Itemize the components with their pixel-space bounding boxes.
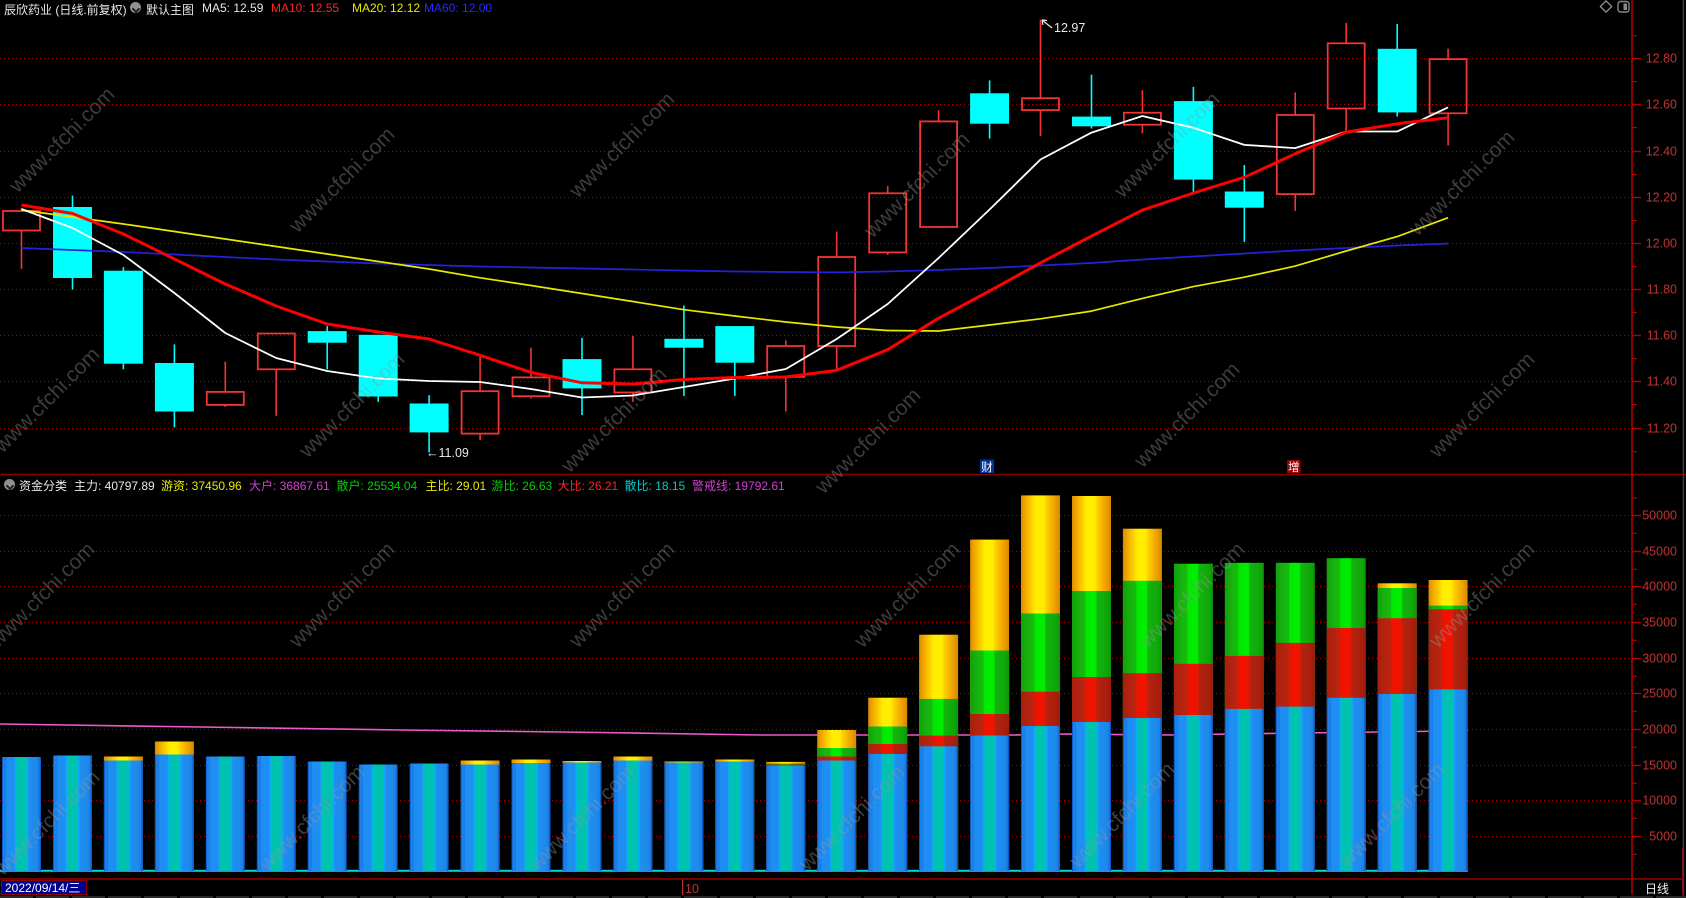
- svg-text:11.40: 11.40: [1647, 375, 1677, 389]
- svg-text:12.40: 12.40: [1646, 145, 1677, 159]
- svg-text:12.20: 12.20: [1646, 191, 1677, 205]
- svg-text:12.97: 12.97: [1054, 21, 1085, 35]
- svg-text:11.60: 11.60: [1647, 329, 1677, 343]
- svg-text:20000: 20000: [1642, 723, 1677, 737]
- svg-text:40000: 40000: [1642, 580, 1677, 594]
- svg-text:增: 增: [1288, 460, 1300, 474]
- svg-text:财: 财: [981, 460, 993, 474]
- svg-text:11.80: 11.80: [1647, 283, 1677, 297]
- svg-text:12.00: 12.00: [1646, 237, 1677, 251]
- svg-text:45000: 45000: [1642, 545, 1677, 559]
- svg-text:10000: 10000: [1642, 794, 1677, 808]
- svg-text:15000: 15000: [1642, 759, 1677, 773]
- svg-text:10: 10: [685, 882, 699, 896]
- svg-text:12.60: 12.60: [1646, 98, 1677, 112]
- svg-text:50000: 50000: [1642, 509, 1677, 523]
- svg-text:35000: 35000: [1642, 616, 1677, 630]
- svg-text:12.80: 12.80: [1646, 52, 1677, 66]
- svg-text:25000: 25000: [1642, 687, 1677, 701]
- svg-text:30000: 30000: [1642, 652, 1677, 666]
- svg-text:5000: 5000: [1649, 830, 1677, 844]
- svg-text:11.20: 11.20: [1647, 422, 1677, 436]
- svg-text:←11.09: ←11.09: [426, 446, 469, 460]
